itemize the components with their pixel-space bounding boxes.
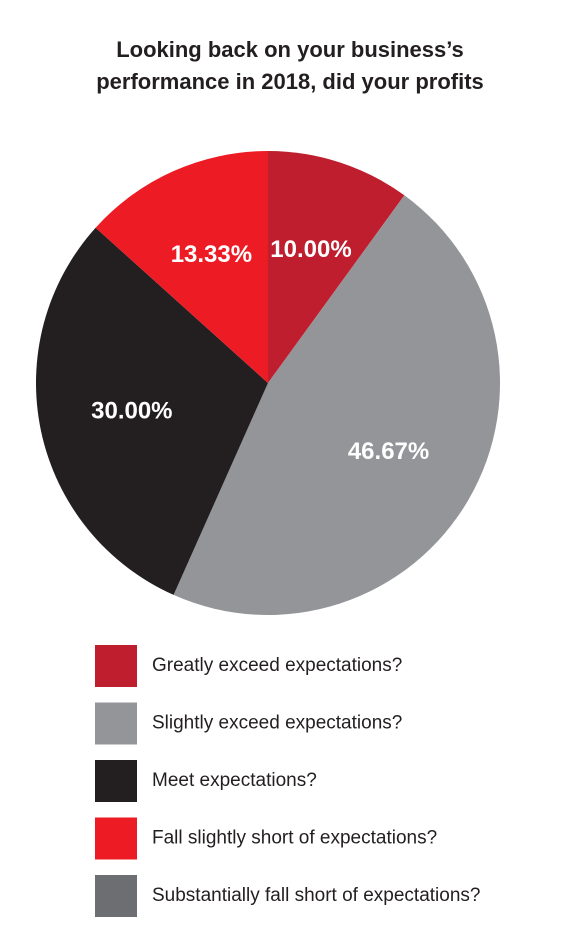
data-label: 30.00% xyxy=(91,397,172,424)
legend-label: Fall slightly short of expectations? xyxy=(152,828,437,849)
legend-label: Slightly exceed expectations? xyxy=(152,713,402,734)
legend-swatch xyxy=(95,817,137,860)
legend-swatch xyxy=(95,645,137,687)
legend-label: Substantially fall short of expectations… xyxy=(152,885,480,906)
pie-slice xyxy=(36,227,268,595)
data-label: 10.00% xyxy=(270,236,351,263)
legend-label: Meet expectations? xyxy=(152,770,317,791)
data-label: 46.67% xyxy=(348,438,429,465)
legend-swatch xyxy=(95,875,137,917)
legend-swatch xyxy=(95,702,137,745)
chart-title: Looking back on your business’s performa… xyxy=(96,37,484,94)
data-label: 13.33% xyxy=(171,241,252,268)
pie-slice xyxy=(95,151,268,383)
legend-label: Greatly exceed expectations? xyxy=(152,655,402,676)
pie-slice xyxy=(173,195,501,616)
legend-swatch xyxy=(95,760,137,802)
pie-slice xyxy=(268,151,405,383)
